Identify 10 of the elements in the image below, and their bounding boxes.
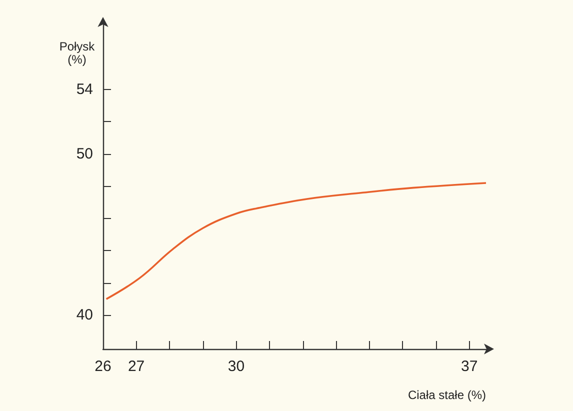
x-tick-label: 26 (94, 358, 112, 375)
y-tick-label: 50 (76, 145, 93, 162)
x-axis-title: Ciała stałe (%) (408, 388, 486, 402)
y-tick-label: 54 (76, 80, 93, 98)
y-axis-title: Połysk (%) (59, 40, 96, 66)
line-series (105, 182, 487, 300)
x-tick-label: 30 (228, 358, 245, 375)
x-tick-label: 37 (461, 358, 478, 375)
y-tick-label: 40 (76, 306, 93, 324)
x-tick-label: 27 (128, 358, 145, 375)
